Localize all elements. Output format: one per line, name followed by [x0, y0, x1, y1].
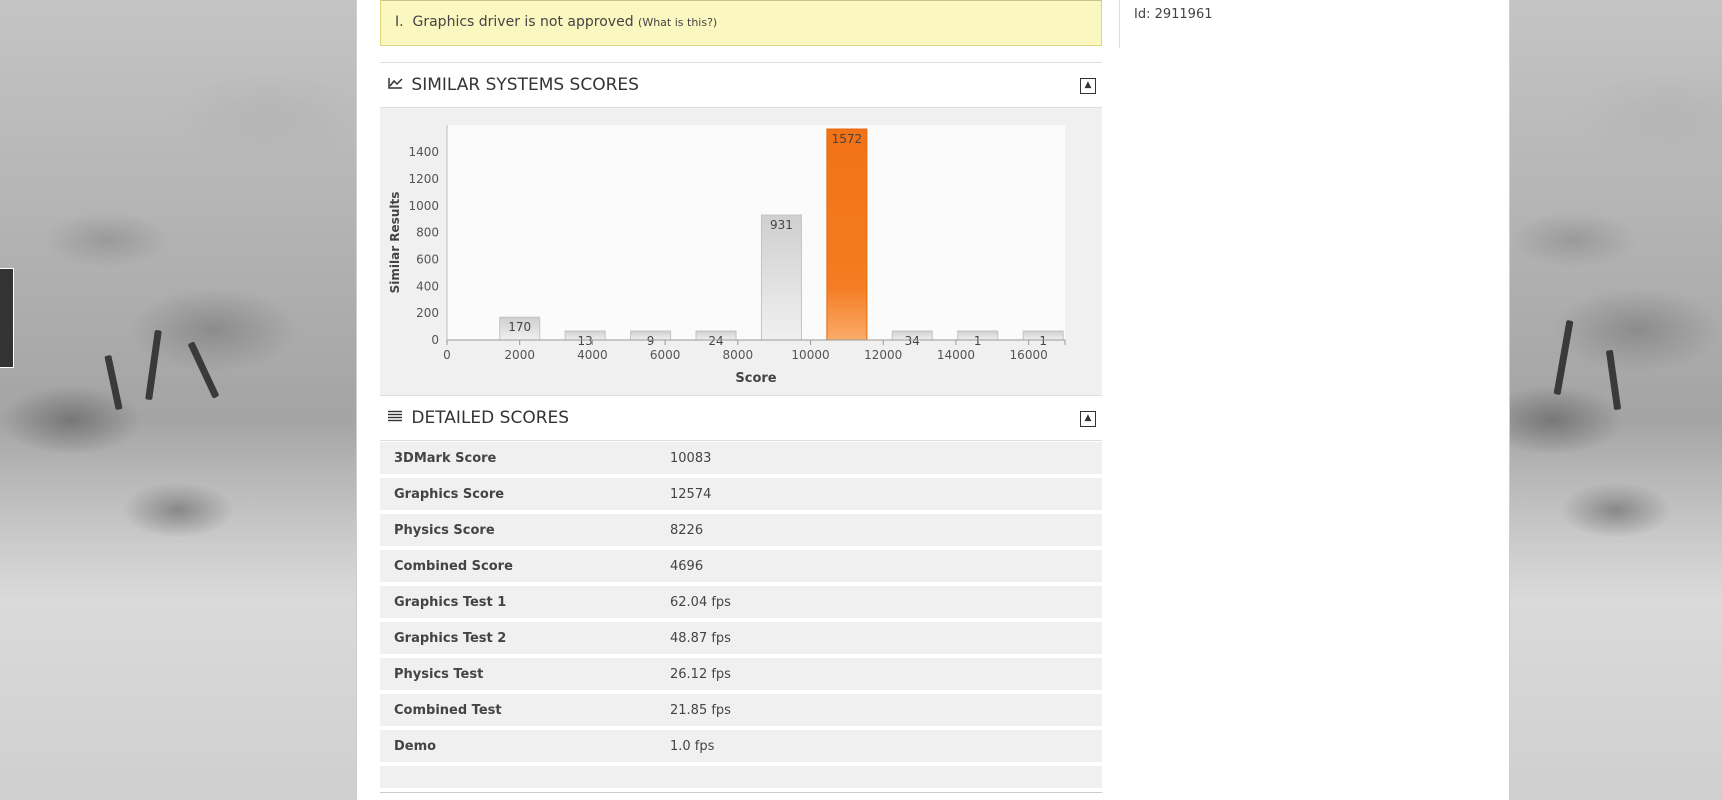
- score-row: Combined Test 21.85 fps: [380, 694, 1102, 726]
- bar-value-label: 9: [647, 334, 655, 348]
- bar-value-label: 34: [905, 334, 920, 348]
- chart-bar: [760, 214, 802, 341]
- score-label: Combined Score: [394, 558, 513, 574]
- score-value: 4696: [670, 558, 704, 574]
- driver-warning: I. Graphics driver is not approved (What…: [380, 0, 1102, 46]
- score-label: Graphics Test 1: [394, 594, 507, 610]
- table-bottom-border: [380, 792, 1102, 793]
- warning-text: Graphics driver is not approved: [412, 14, 634, 30]
- main-column: I. Graphics driver is not approved (What…: [380, 0, 1102, 793]
- warning-number: I.: [395, 14, 404, 30]
- score-row: Combined Score 4696: [380, 550, 1102, 582]
- score-value: 62.04 fps: [670, 594, 731, 610]
- x-tick-label: 10000: [791, 348, 829, 362]
- bar-value-label: 24: [708, 334, 723, 348]
- y-tick-label: 200: [416, 306, 439, 320]
- feedback-tab[interactable]: [0, 268, 14, 368]
- collapse-icon[interactable]: ▲: [1080, 78, 1096, 94]
- detailed-scores-header: DETAILED SCORES ▲: [380, 395, 1102, 441]
- x-tick-label: 14000: [937, 348, 975, 362]
- x-tick-label: 8000: [723, 348, 754, 362]
- x-tick-label: 0: [443, 348, 451, 362]
- x-axis-label: Score: [735, 371, 776, 386]
- collapse-icon[interactable]: ▲: [1080, 411, 1096, 427]
- similar-scores-header: SIMILAR SYSTEMS SCORES ▲: [380, 62, 1102, 108]
- x-tick-label: 12000: [864, 348, 902, 362]
- score-row: Demo 1.0 fps: [380, 730, 1102, 762]
- score-row: Graphics Score 12574: [380, 478, 1102, 510]
- bar-value-label: 170: [508, 320, 531, 334]
- x-tick-label: 16000: [1010, 348, 1048, 362]
- x-tick-label: 6000: [650, 348, 681, 362]
- score-label: Physics Score: [394, 522, 495, 538]
- y-tick-label: 1000: [408, 199, 439, 213]
- score-value: 48.87 fps: [670, 630, 731, 646]
- plot-area: [447, 125, 1065, 340]
- background-art-right: [1510, 0, 1722, 600]
- score-label: Graphics Test 2: [394, 630, 507, 646]
- y-axis-label: Similar Results: [388, 192, 402, 294]
- score-row-empty: [380, 766, 1102, 788]
- x-tick-label: 4000: [577, 348, 608, 362]
- spacer: [380, 46, 1102, 62]
- score-value: 21.85 fps: [670, 702, 731, 718]
- y-tick-label: 600: [416, 252, 439, 266]
- y-tick-label: 0: [431, 333, 439, 347]
- score-value: 12574: [670, 486, 712, 502]
- score-row: Graphics Test 1 62.04 fps: [380, 586, 1102, 618]
- y-tick-label: 800: [416, 226, 439, 240]
- y-tick-label: 400: [416, 279, 439, 293]
- result-id: Id: 2911961: [1134, 7, 1213, 22]
- score-row: Graphics Test 2 48.87 fps: [380, 622, 1102, 654]
- y-tick-label: 1400: [408, 145, 439, 159]
- score-label: Physics Test: [394, 666, 484, 682]
- score-row: Physics Test 26.12 fps: [380, 658, 1102, 690]
- side-column: Id: 2911961: [1119, 0, 1499, 48]
- score-row: Physics Score 8226: [380, 514, 1102, 546]
- score-label: 3DMark Score: [394, 450, 497, 466]
- score-value: 26.12 fps: [670, 666, 731, 682]
- score-label: Graphics Score: [394, 486, 505, 502]
- similar-scores-title: SIMILAR SYSTEMS SCORES: [411, 75, 639, 95]
- x-tick-label: 2000: [504, 348, 535, 362]
- score-label: Combined Test: [394, 702, 502, 718]
- what-is-this-link[interactable]: (What is this?): [638, 16, 718, 29]
- score-value: 1.0 fps: [670, 738, 715, 754]
- bar-value-label: 1: [1039, 334, 1047, 348]
- line-chart-icon: [388, 77, 406, 93]
- list-icon: [388, 410, 406, 426]
- background-art-left: [0, 0, 356, 600]
- detailed-scores-title: DETAILED SCORES: [411, 408, 570, 428]
- bar-value-label: 1572: [832, 132, 863, 146]
- similar-scores-chart: 170 13 9 24 931 1572 34 1 1 0 2000 4000 6000 8000 1000…: [380, 108, 1102, 395]
- score-value: 8226: [670, 522, 704, 538]
- score-row: 3DMark Score 10083: [380, 442, 1102, 474]
- score-value: 10083: [670, 450, 712, 466]
- bar-value-label: 931: [770, 218, 793, 232]
- page-content: I. Graphics driver is not approved (What…: [356, 0, 1510, 800]
- chart-bar: [826, 128, 868, 341]
- bar-value-label: 13: [578, 334, 593, 348]
- detailed-scores-table: 3DMark Score 10083 Graphics Score 12574 Ph…: [380, 441, 1102, 793]
- y-tick-label: 1200: [408, 172, 439, 186]
- score-label: Demo: [394, 738, 437, 754]
- bar-value-label: 1: [974, 334, 982, 348]
